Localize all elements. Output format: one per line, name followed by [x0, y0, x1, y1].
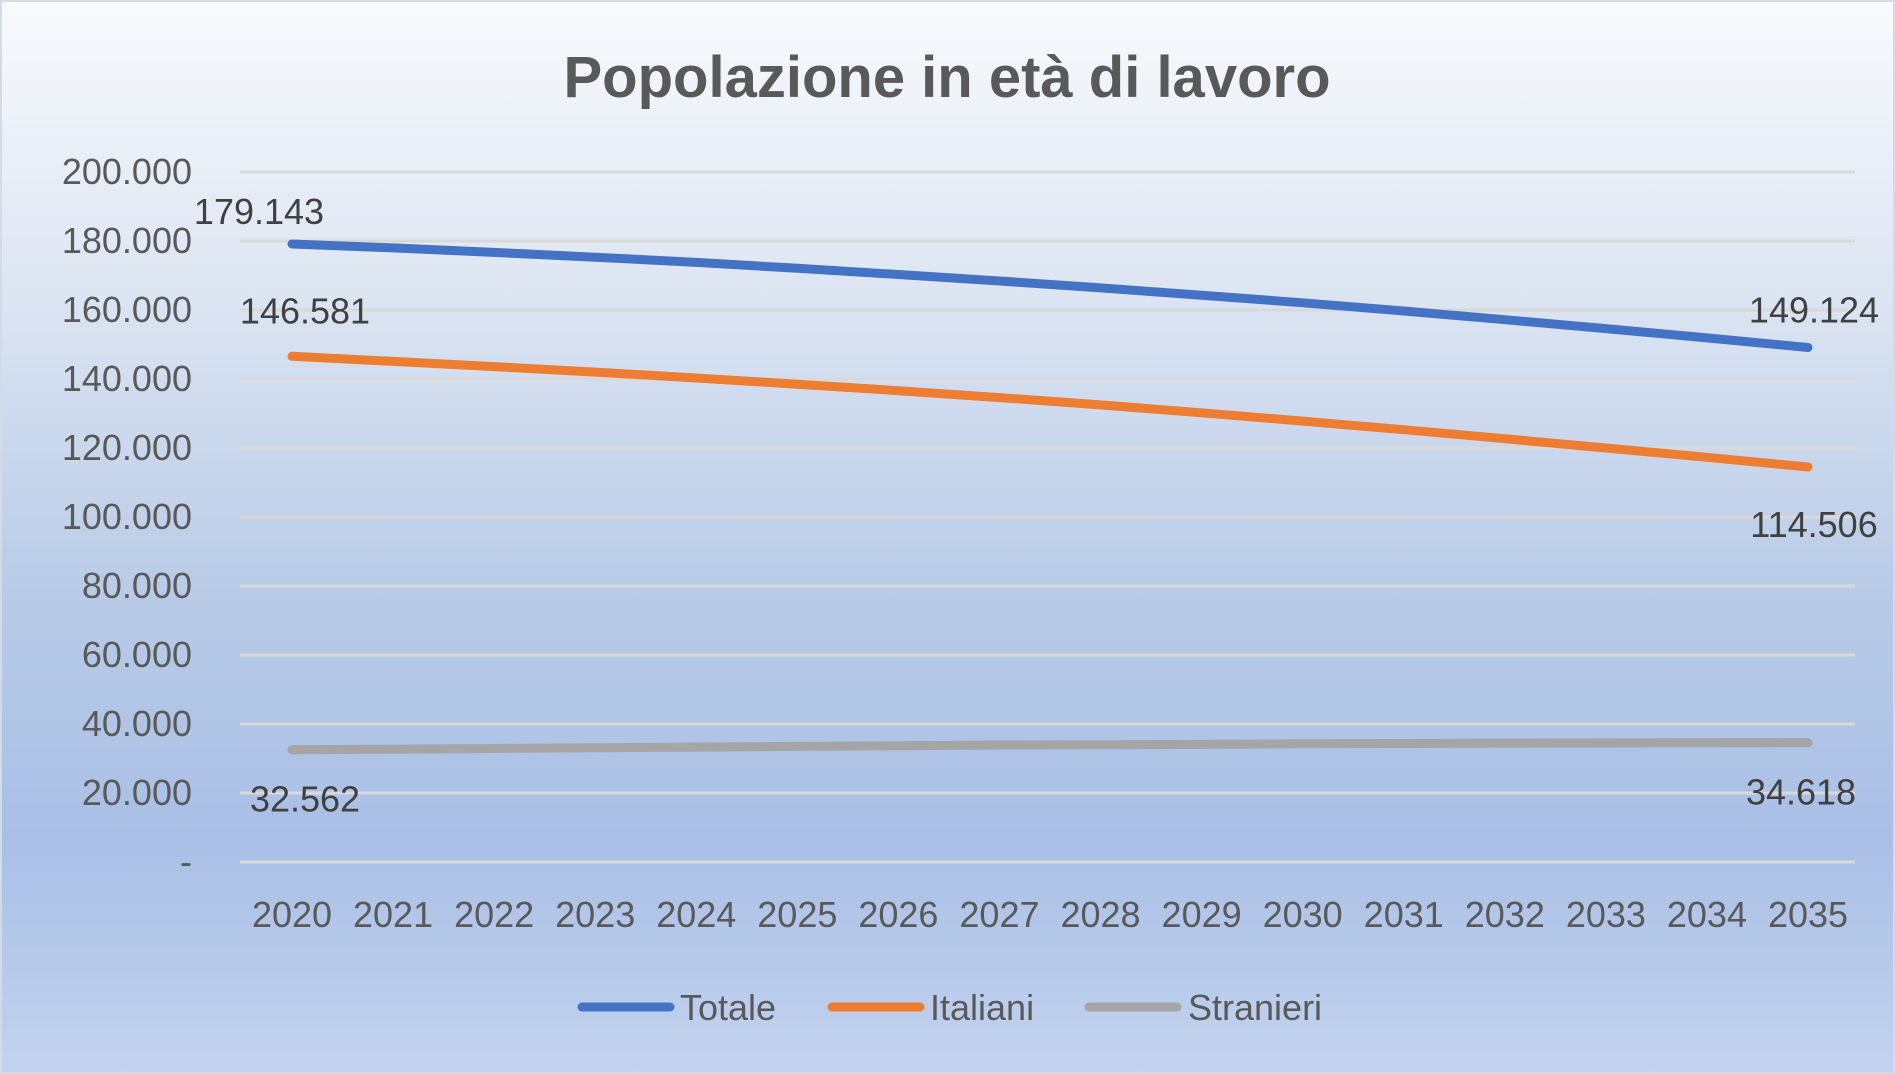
x-tick-label: 2024 [656, 894, 736, 935]
x-tick-label: 2020 [252, 894, 332, 935]
y-tick-label: 20.000 [82, 772, 192, 813]
y-tick-label: 80.000 [82, 565, 192, 606]
x-axis-ticks: 2020 2021 2022 2023 2024 2025 2026 2027 2028 2029… [252, 894, 1848, 935]
data-label-italiani: 114.506 [1750, 504, 1877, 545]
legend-label-totale: Totale [680, 987, 776, 1028]
legend: Totale Italiani Stranieri [577, 987, 1322, 1028]
x-tick-label: 2022 [454, 894, 534, 935]
x-tick-label: 2033 [1566, 894, 1646, 935]
x-tick-label: 2025 [757, 894, 837, 935]
x-tick-label: 2023 [555, 894, 635, 935]
data-label-stranieri: 34.618 [1746, 772, 1856, 813]
legend-label-italiani: Italiani [930, 987, 1034, 1028]
x-tick-label: 2027 [959, 894, 1039, 935]
data-label-totale: 179.143 [194, 191, 324, 232]
series-line-stranieri [287, 738, 1813, 755]
data-label-italiani: 146.581 [240, 290, 370, 331]
data-label-stranieri: 32.562 [250, 779, 360, 820]
y-tick-label: 200.000 [62, 151, 192, 192]
y-tick-label: 140.000 [62, 358, 192, 399]
x-tick-label: 2026 [858, 894, 938, 935]
y-tick-label: 60.000 [82, 634, 192, 675]
y-tick-label: 40.000 [82, 703, 192, 744]
x-tick-label: 2030 [1263, 894, 1343, 935]
data-labels: 179.143 149.124 146.581 114.506 32.562 34.618 [194, 191, 1879, 820]
gridlines [240, 170, 1855, 864]
chart-title: Popolazione in età di lavoro [564, 45, 1331, 110]
x-tick-label: 2032 [1465, 894, 1545, 935]
y-axis-ticks: - 20.000 40.000 60.000 80.000 100.000 120.000 1… [62, 151, 192, 882]
series-line-totale [287, 239, 1813, 352]
series-lines [287, 239, 1813, 755]
legend-label-stranieri: Stranieri [1188, 987, 1322, 1028]
data-label-totale: 149.124 [1749, 290, 1879, 331]
y-tick-label: 120.000 [62, 427, 192, 468]
x-tick-label: 2021 [353, 894, 433, 935]
y-tick-label: 180.000 [62, 220, 192, 261]
x-tick-label: 2029 [1162, 894, 1242, 935]
x-tick-label: 2034 [1667, 894, 1747, 935]
x-tick-label: 2035 [1768, 894, 1848, 935]
series-line-italiani [287, 351, 1813, 472]
x-tick-label: 2031 [1364, 894, 1444, 935]
y-tick-label: 100.000 [62, 496, 192, 537]
y-tick-label: 160.000 [62, 289, 192, 330]
x-tick-label: 2028 [1060, 894, 1140, 935]
y-tick-label: - [180, 841, 192, 882]
